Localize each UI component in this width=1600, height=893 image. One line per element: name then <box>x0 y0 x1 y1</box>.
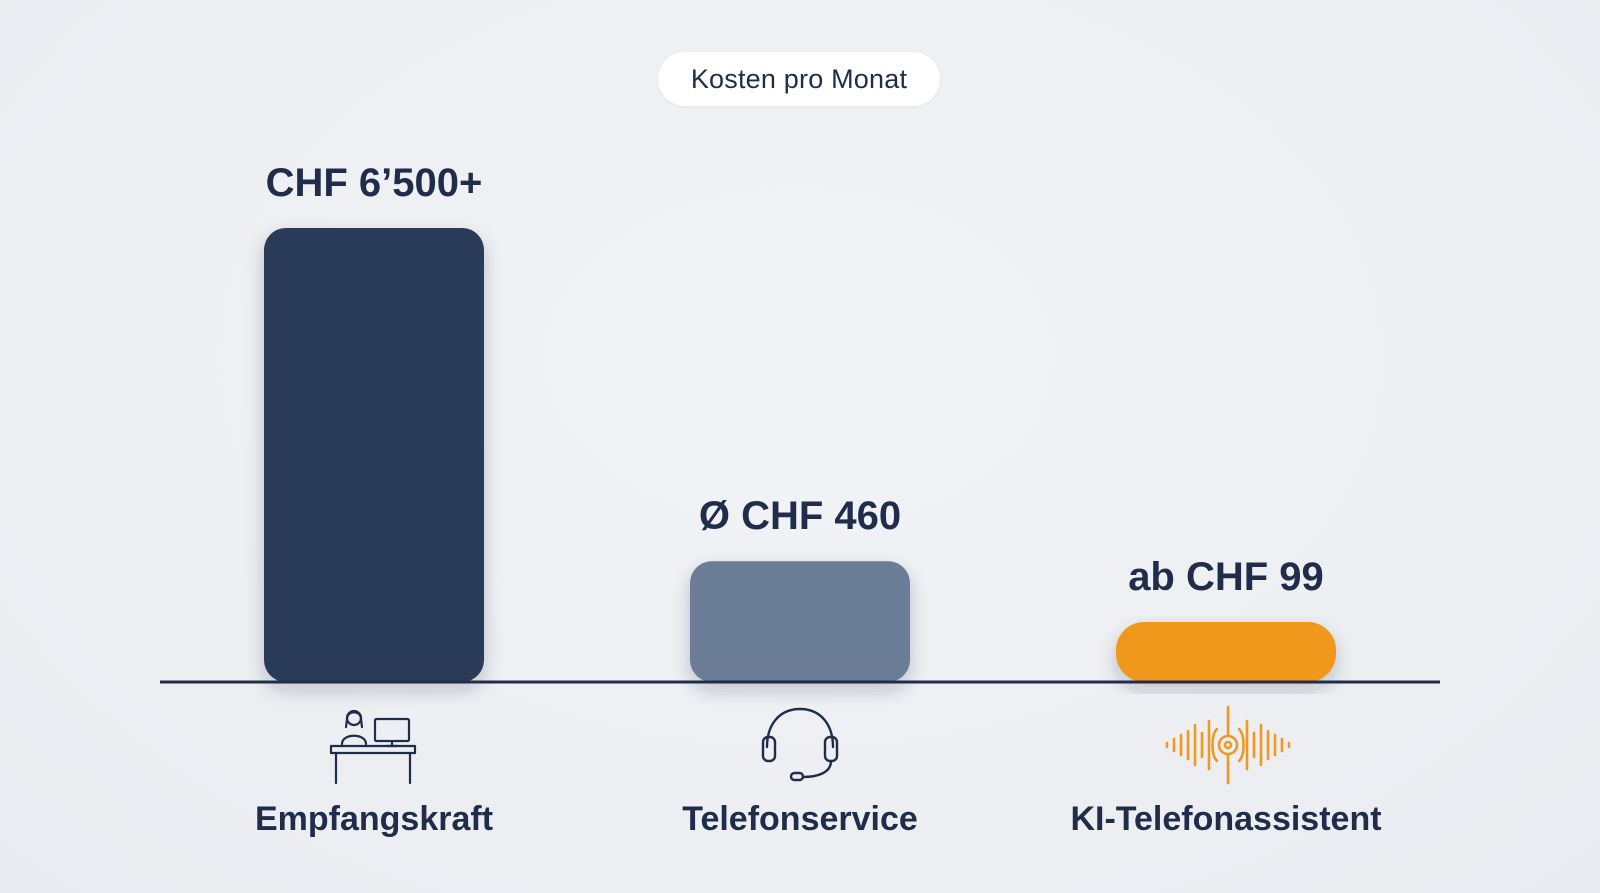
category-labels-group: Empfangskraft Telefonservice KI-Telefonass… <box>255 800 1382 838</box>
sound-wave-icon <box>1163 705 1293 785</box>
chart-title-pill: Kosten pro Monat <box>658 52 940 106</box>
value-labels-group: CHF 6’500+ Ø CHF 460 ab CHF 99 <box>266 161 1324 599</box>
bar-empfangskraft <box>264 228 484 682</box>
value-label-telefonservice: Ø CHF 460 <box>699 494 901 538</box>
receptionist-desk-icon <box>328 705 418 785</box>
headset-icon <box>755 705 845 785</box>
category-label-telefonservice: Telefonservice <box>682 800 918 838</box>
category-label-ki-telefonassistent: KI-Telefonassistent <box>1070 800 1381 838</box>
value-label-empfangskraft: CHF 6’500+ <box>266 161 483 205</box>
value-label-ki-telefonassistent: ab CHF 99 <box>1128 555 1324 599</box>
bar-telefonservice <box>690 561 910 682</box>
bar-ki-telefonassistent <box>1116 622 1336 682</box>
bars-group <box>264 228 1336 682</box>
category-label-empfangskraft: Empfangskraft <box>255 800 493 838</box>
